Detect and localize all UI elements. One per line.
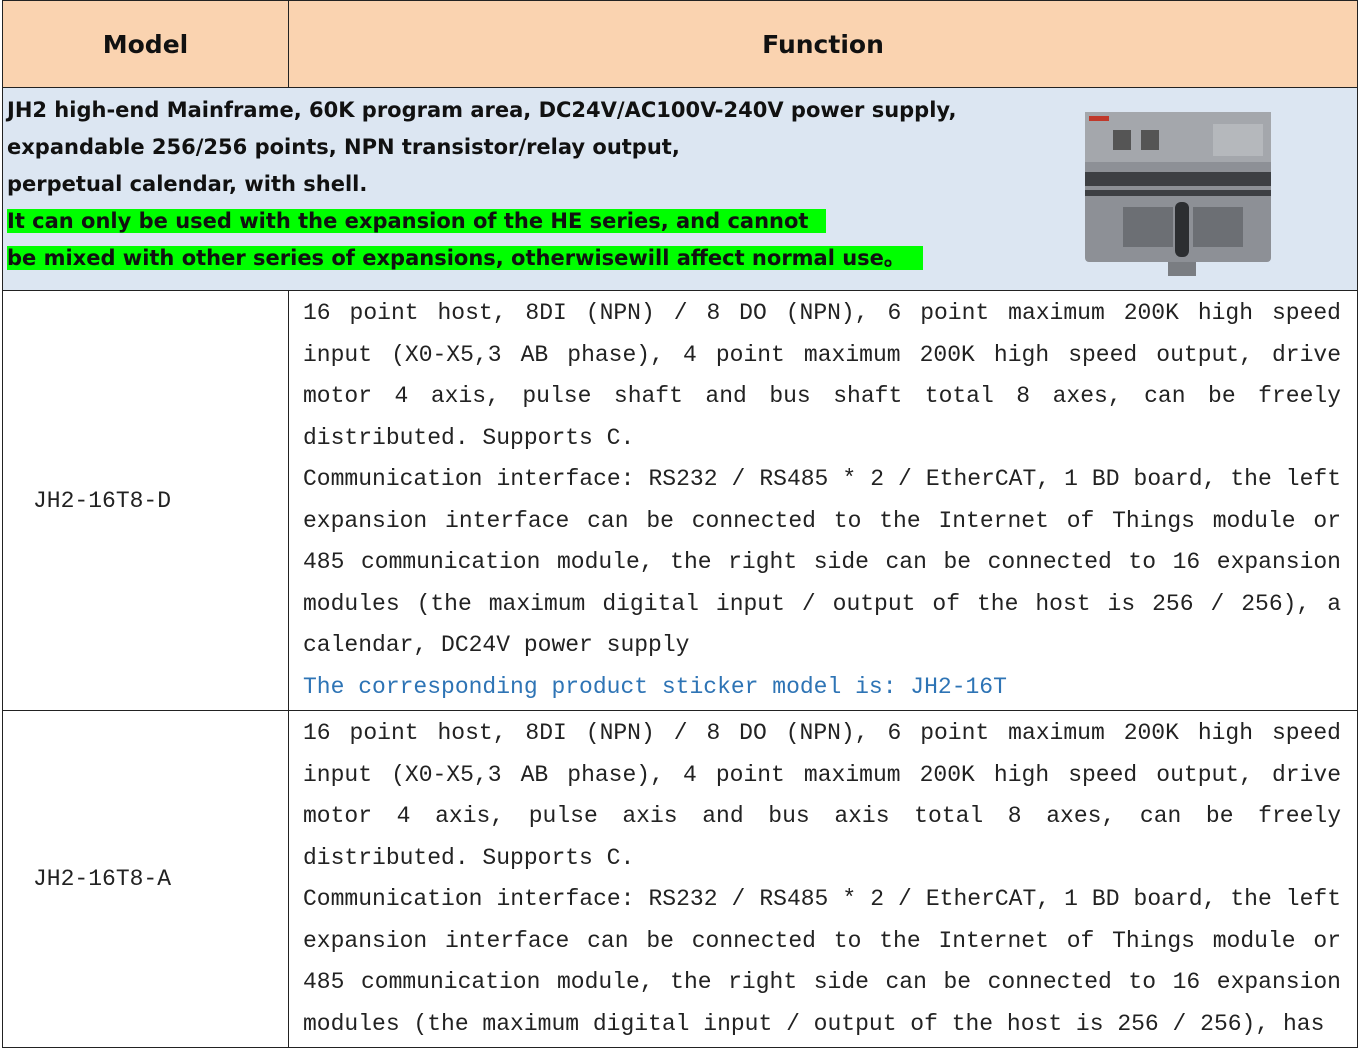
header-cell: Model (2, 0, 289, 88)
intro-line: expandable 256/256 points, NPN transisto… (7, 135, 680, 159)
function-text: Communication interface: RS232 / RS485 *… (303, 466, 1341, 658)
model-row: JH2-16T8-D 16 point host, 8DI (NPN) / 8 … (2, 290, 1358, 711)
header-cell: Function (288, 0, 1358, 88)
intro-line: JH2 high-end Mainframe, 60K program area… (7, 98, 957, 122)
function-text: 16 point host, 8DI (NPN) / 8 DO (NPN), 6… (303, 300, 1341, 451)
function-cell: 16 point host, 8DI (NPN) / 8 DO (NPN), 6… (288, 710, 1358, 1048)
header-row: Model Function (2, 0, 1358, 88)
model-row: JH2-16T8-A 16 point host, 8DI (NPN) / 8 … (2, 710, 1358, 1048)
model-cell: JH2-16T8-D (2, 290, 289, 711)
highlight-line: It can only be used with the expansion o… (7, 209, 827, 233)
function-cell: 16 point host, 8DI (NPN) / 8 DO (NPN), 6… (288, 290, 1358, 711)
intro-row: JH2 high-end Mainframe, 60K program area… (2, 87, 1358, 291)
intro-line: perpetual calendar, with shell. (7, 172, 368, 196)
highlight-line: be mixed with other series of expansions… (7, 246, 923, 270)
sticker-note: The corresponding product sticker model … (303, 673, 1007, 700)
function-text: 16 point host, 8DI (NPN) / 8 DO (NPN), 6… (303, 720, 1341, 871)
device-image (1085, 112, 1271, 276)
intro-cell: JH2 high-end Mainframe, 60K program area… (2, 87, 1358, 291)
function-text: Communication interface: RS232 / RS485 *… (303, 886, 1341, 1037)
model-cell: JH2-16T8-A (2, 710, 289, 1048)
